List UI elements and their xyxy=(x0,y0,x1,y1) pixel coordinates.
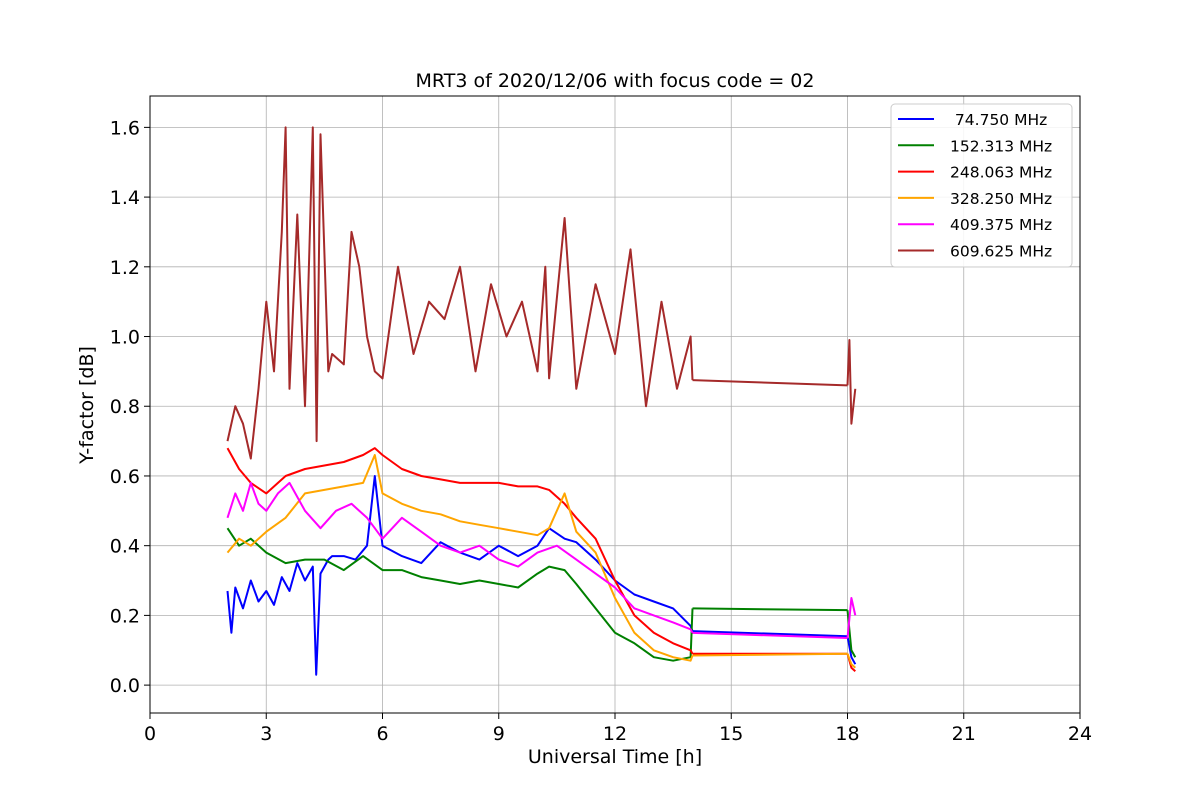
chart-title: MRT3 of 2020/12/06 with focus code = 02 xyxy=(416,70,815,92)
x-tick-label: 21 xyxy=(952,723,976,745)
x-tick-label: 0 xyxy=(144,723,156,745)
y-tick-label: 1.4 xyxy=(110,187,140,209)
x-tick-label: 24 xyxy=(1068,723,1092,745)
y-axis-ticks: 0.0 0.2 0.4 0.6 0.8 1.0 1.2 1.4 1.6 xyxy=(110,117,150,697)
series-layer xyxy=(226,126,857,676)
y-tick-label: 1.2 xyxy=(110,257,140,279)
series-line-5 xyxy=(226,126,857,460)
legend-label: 74.750 MHz xyxy=(950,111,1047,129)
series-line-0 xyxy=(226,475,857,676)
series-gap-connector-1 xyxy=(692,607,848,612)
legend-label: 328.250 MHz xyxy=(950,190,1052,208)
y-tick-label: 0.6 xyxy=(110,466,140,488)
series-gap-connector-3 xyxy=(692,652,848,657)
series-line-3 xyxy=(226,454,856,669)
y-tick-label: 0.4 xyxy=(110,536,140,558)
y-tick-label: 0.8 xyxy=(110,396,140,418)
x-tick-label: 3 xyxy=(260,723,272,745)
y-tick-label: 1.6 xyxy=(110,117,140,139)
legend-label: 409.375 MHz xyxy=(950,216,1052,234)
series-gap-connector-0 xyxy=(692,630,848,638)
y-tick-label: 1.0 xyxy=(110,327,140,349)
series-line-4 xyxy=(226,481,857,639)
x-tick-label: 12 xyxy=(603,723,627,745)
y-axis-label: Y-factor [dB] xyxy=(76,346,98,465)
series-gap-connector-4 xyxy=(692,631,848,640)
x-tick-label: 9 xyxy=(493,723,505,745)
legend-frame xyxy=(890,103,1073,268)
legend-label: 248.063 MHz xyxy=(950,164,1052,182)
y-tick-label: 0.0 xyxy=(110,675,140,697)
legend-label: 609.625 MHz xyxy=(950,243,1052,261)
x-axis-ticks: 0 3 6 9 12 15 18 21 24 xyxy=(144,713,1092,745)
x-axis-label: Universal Time [h] xyxy=(528,746,702,768)
x-tick-label: 18 xyxy=(835,723,859,745)
series-gap-connector-5 xyxy=(692,379,848,387)
x-tick-label: 15 xyxy=(719,723,743,745)
x-tick-label: 6 xyxy=(376,723,388,745)
y-tick-label: 0.2 xyxy=(110,605,140,627)
legend-label: 152.313 MHz xyxy=(950,137,1052,155)
legend: 74.750 MHz 152.313 MHz 248.063 MHz 328.250 … xyxy=(890,103,1073,268)
